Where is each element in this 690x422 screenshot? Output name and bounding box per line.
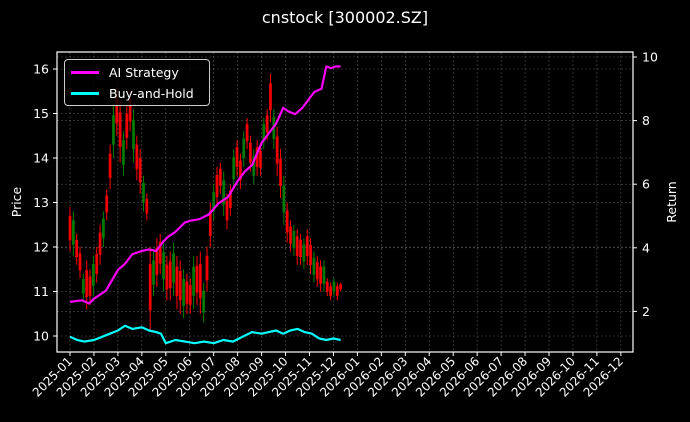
return-lines: [69, 65, 341, 345]
svg-text:8: 8: [642, 113, 650, 128]
series-ai-strategy: [69, 65, 341, 305]
svg-text:6: 6: [642, 177, 650, 192]
legend-swatch-buy-and-hold: [71, 91, 99, 95]
legend-item-ai-strategy: AI Strategy: [71, 63, 179, 81]
legend-label-ai-strategy: AI Strategy: [109, 64, 179, 80]
return-axis-label: Return: [664, 181, 679, 222]
legend: AI Strategy Buy-and-Hold: [64, 59, 210, 106]
grid-lines: [57, 52, 633, 352]
return-axis: 2 4 6 8 10: [633, 50, 658, 319]
series-buy-and-hold: [69, 324, 341, 345]
date-axis: 2025-012025-022025-032025-042025-052025-…: [30, 352, 626, 400]
candlestick-series: [68, 73, 343, 332]
chart-title: cnstock [300002.SZ]: [261, 8, 429, 27]
legend-swatch-ai-strategy: [71, 70, 99, 74]
svg-text:10: 10: [33, 329, 49, 344]
price-axis: 10 11 12 13 14 15 16: [33, 62, 57, 344]
svg-text:11: 11: [33, 284, 49, 299]
svg-text:12: 12: [33, 240, 49, 255]
svg-text:15: 15: [33, 106, 49, 121]
legend-label-buy-and-hold: Buy-and-Hold: [109, 85, 194, 101]
price-axis-label: Price: [9, 186, 24, 217]
svg-text:13: 13: [33, 195, 49, 210]
svg-text:2: 2: [642, 304, 650, 319]
svg-text:10: 10: [642, 50, 658, 65]
legend-item-buy-and-hold: Buy-and-Hold: [71, 84, 194, 102]
svg-text:14: 14: [33, 151, 49, 166]
svg-text:4: 4: [642, 240, 650, 255]
svg-text:16: 16: [33, 62, 49, 77]
